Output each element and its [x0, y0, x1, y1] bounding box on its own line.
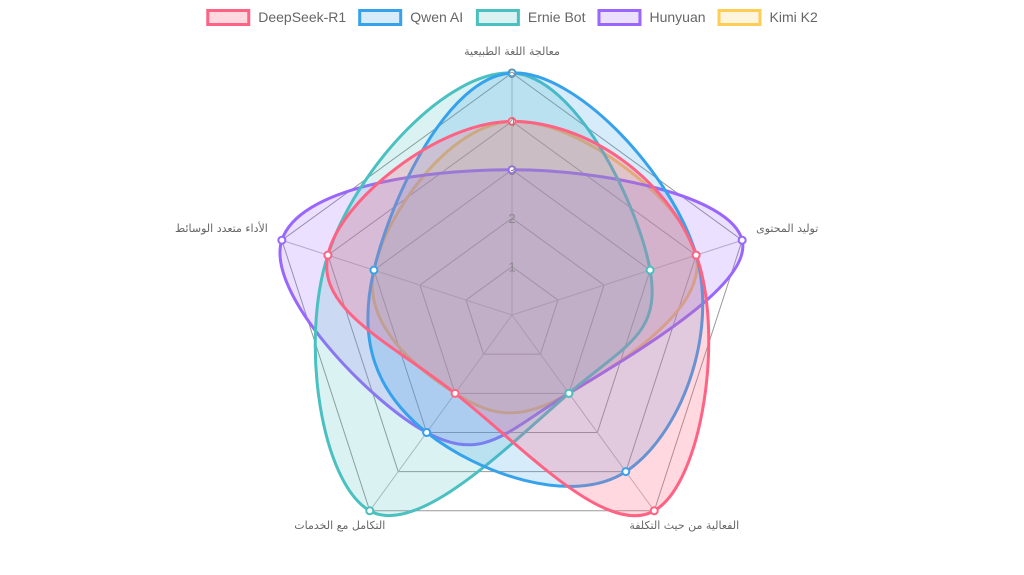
spoke-line — [281, 239, 513, 316]
spoke-line — [511, 314, 655, 512]
point-hunyuan-4[interactable] — [277, 235, 287, 245]
tick-label-1: 1 — [508, 260, 515, 275]
legend-label: Qwen AI — [410, 9, 463, 25]
tick-label-4: 4 — [508, 114, 515, 129]
series-deepseek-r1 — [325, 119, 711, 518]
point-qwen-ai-2[interactable] — [621, 467, 631, 477]
legend-swatch — [597, 9, 642, 26]
legend-item-kimi-k2[interactable]: Kimi K2 — [717, 9, 818, 26]
legend-item-ernie-bot[interactable]: Ernie Bot — [475, 9, 586, 26]
legend-item-deepseek-r1[interactable]: DeepSeek-R1 — [206, 9, 347, 26]
legend-swatch — [717, 9, 762, 26]
legend-swatch — [475, 9, 520, 26]
axis-label-1: توليد المحتوى — [756, 222, 818, 235]
legend-swatch — [206, 9, 251, 26]
axis-label-4: الأداء متعدد الوسائط — [175, 221, 268, 235]
grid-ring-5 — [281, 72, 743, 512]
series-layer — [278, 71, 745, 518]
point-ernie-bot-3[interactable] — [365, 506, 375, 516]
point-qwen-ai-3[interactable] — [422, 427, 432, 437]
point-deepseek-r1-4[interactable] — [323, 250, 333, 260]
point-deepseek-r1-3[interactable] — [450, 388, 460, 398]
point-hunyuan-0[interactable] — [507, 165, 517, 175]
legend-label: Ernie Bot — [528, 9, 586, 25]
point-deepseek-r1-1[interactable] — [691, 250, 701, 260]
legend: DeepSeek-R1 Qwen AI Ernie Bot Hunyuan Kimi K… — [206, 9, 818, 26]
axis-label-3: التكامل مع الخدمات — [294, 519, 385, 532]
point-qwen-ai-4[interactable] — [369, 265, 379, 275]
axis-label-2: الفعالية من حيث التكلفة — [629, 519, 739, 532]
grid-ring-4 — [327, 120, 697, 473]
legend-swatch — [358, 9, 403, 26]
grid-ring-3 — [373, 169, 651, 433]
point-qwen-ai-0[interactable] — [507, 68, 517, 78]
axis-labels: معالجة اللغة الطبيعية توليد المحتوى الفعال… — [175, 45, 818, 532]
spoke-line — [369, 314, 513, 512]
tick-labels: 1 2 3 4 5 — [508, 66, 515, 275]
legend-label: Kimi K2 — [770, 9, 818, 25]
tick-label-2: 2 — [508, 211, 515, 226]
grid-ring-2 — [419, 217, 605, 394]
legend-label: Hunyuan — [649, 9, 705, 25]
radar-grid — [281, 72, 743, 512]
series-qwen-ai — [366, 71, 705, 488]
grid-ring-1 — [465, 265, 559, 355]
legend-item-hunyuan[interactable]: Hunyuan — [597, 9, 706, 26]
tick-label-3: 3 — [508, 163, 515, 178]
series-hunyuan — [278, 168, 745, 447]
point-ernie-bot-1[interactable] — [645, 265, 655, 275]
points-layer — [277, 68, 747, 516]
legend-label: DeepSeek-R1 — [258, 9, 346, 25]
axis-label-0: معالجة اللغة الطبيعية — [464, 45, 560, 58]
point-deepseek-r1-0[interactable] — [507, 116, 517, 126]
tick-label-5: 5 — [508, 66, 515, 81]
point-ernie-bot-2[interactable] — [564, 388, 574, 398]
point-deepseek-r1-2[interactable] — [649, 506, 659, 516]
point-hunyuan-1[interactable] — [737, 235, 747, 245]
spoke-line — [511, 239, 743, 316]
legend-item-qwen-ai[interactable]: Qwen AI — [358, 9, 463, 26]
